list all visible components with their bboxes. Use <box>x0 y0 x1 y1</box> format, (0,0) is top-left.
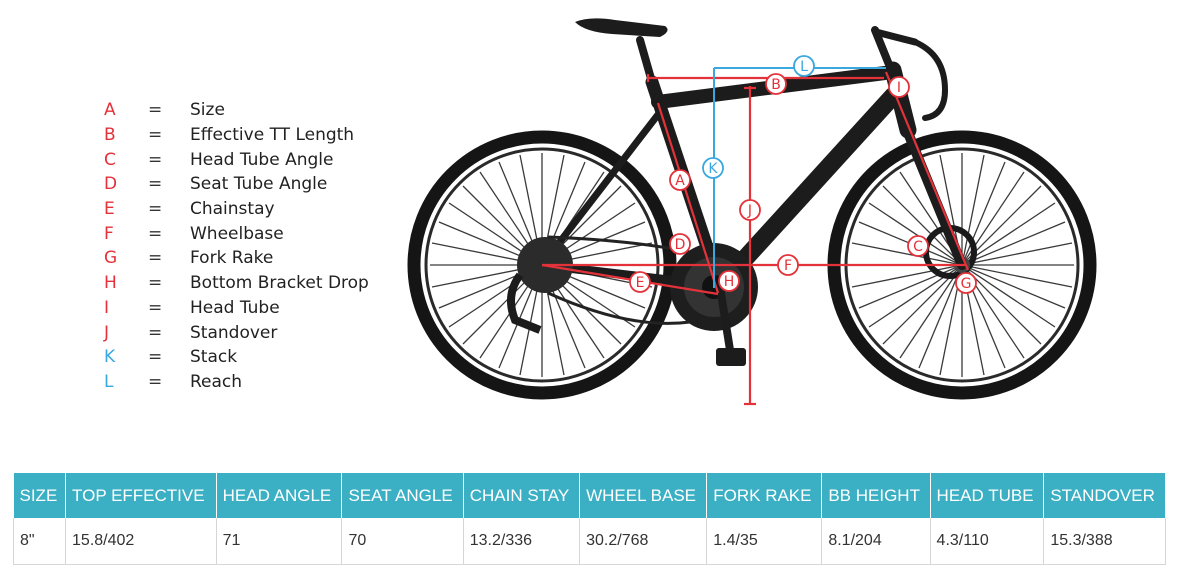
geometry-legend: A = Size B = Effective TT Length C = Head Tube… <box>100 98 369 394</box>
bike-geometry-illustration: A B C D E F G H I J K L <box>407 18 1097 406</box>
svg-text:D: D <box>675 237 686 253</box>
geometry-markers: A B C D E F G H I J K L <box>629 55 977 294</box>
marker-a: A <box>669 169 691 191</box>
marker-l: L <box>793 55 815 77</box>
legend-description: Head Tube Angle <box>190 149 334 170</box>
legend-letter: F <box>104 223 114 244</box>
legend-equals: = <box>148 347 163 368</box>
legend-row: E = Chainstay <box>100 197 369 222</box>
legend-letter: E <box>104 199 115 220</box>
svg-text:G: G <box>961 276 972 292</box>
legend-equals: = <box>148 223 163 244</box>
col-header-head-angle: HEAD ANGLE <box>216 473 343 518</box>
legend-row: C = Head Tube Angle <box>100 147 369 172</box>
legend-description: Wheelbase <box>190 223 284 244</box>
cell-head-tube: 4.3/110 <box>930 518 1045 565</box>
cell-standover: 15.3/388 <box>1043 518 1166 565</box>
col-header-chain-stay: CHAIN STAY <box>463 473 581 518</box>
saddle <box>575 18 668 37</box>
geometry-table: SIZE TOP EFFECTIVE HEAD ANGLE SEAT ANGLE… <box>12 473 1166 565</box>
legend-letter: J <box>104 322 110 343</box>
legend-equals: = <box>148 125 163 146</box>
cell-bb-height: 8.1/204 <box>821 518 931 565</box>
svg-text:L: L <box>800 59 808 75</box>
svg-text:H: H <box>724 274 735 290</box>
legend-equals: = <box>148 100 163 121</box>
svg-text:C: C <box>913 239 923 255</box>
marker-b: B <box>765 73 787 95</box>
cell-size: 8" <box>12 518 67 565</box>
col-header-fork-rake: FORK RAKE <box>706 473 823 518</box>
legend-equals: = <box>148 371 163 392</box>
marker-c: C <box>907 235 929 257</box>
legend-letter: K <box>104 347 116 368</box>
legend-letter: D <box>104 174 118 195</box>
col-header-seat-angle: SEAT ANGLE <box>341 473 464 518</box>
legend-row: A = Size <box>100 98 369 123</box>
cell-head-angle: 71 <box>216 518 343 565</box>
legend-letter: I <box>104 297 110 318</box>
svg-text:K: K <box>708 161 718 177</box>
legend-description: Standover <box>190 322 278 343</box>
legend-equals: = <box>148 322 163 343</box>
legend-equals: = <box>148 273 163 294</box>
cell-wheel-base: 30.2/768 <box>579 518 708 565</box>
marker-e: E <box>629 271 651 293</box>
svg-text:A: A <box>675 173 685 189</box>
col-header-bb-height: BB HEIGHT <box>821 473 931 518</box>
legend-equals: = <box>148 248 163 269</box>
cell-top-effective: 15.8/402 <box>65 518 217 565</box>
svg-text:F: F <box>784 258 792 274</box>
legend-row: J = Standover <box>100 320 369 345</box>
legend-letter: C <box>104 149 116 170</box>
legend-row: G = Fork Rake <box>100 246 369 271</box>
legend-description: Bottom Bracket Drop <box>190 273 369 294</box>
legend-description: Head Tube <box>190 297 280 318</box>
legend-description: Size <box>190 100 225 121</box>
legend-description: Chainstay <box>190 199 275 220</box>
legend-description: Reach <box>190 371 243 392</box>
legend-row: H = Bottom Bracket Drop <box>100 271 369 296</box>
cell-chain-stay: 13.2/336 <box>463 518 581 565</box>
legend-row: B = Effective TT Length <box>100 123 369 148</box>
legend-letter: A <box>104 100 116 121</box>
legend-equals: = <box>148 199 163 220</box>
legend-equals: = <box>148 149 163 170</box>
legend-row: L = Reach <box>100 370 369 395</box>
marker-g: G <box>955 272 977 294</box>
legend-description: Stack <box>190 347 238 368</box>
marker-k: K <box>702 157 724 179</box>
legend-letter: G <box>104 248 118 269</box>
legend-letter: B <box>104 125 116 146</box>
col-header-wheel-base: WHEEL BASE <box>579 473 708 518</box>
legend-letter: H <box>104 273 117 294</box>
marker-d: D <box>669 233 691 255</box>
svg-text:I: I <box>897 80 901 96</box>
legend-equals: = <box>148 174 163 195</box>
legend-row: K = Stack <box>100 345 369 370</box>
table-header-row: SIZE TOP EFFECTIVE HEAD ANGLE SEAT ANGLE… <box>13 473 1166 518</box>
marker-j: J <box>739 199 761 221</box>
legend-row: I = Head Tube <box>100 296 369 321</box>
col-header-standover: STANDOVER <box>1043 473 1166 518</box>
legend-description: Effective TT Length <box>190 125 355 146</box>
legend-equals: = <box>148 297 163 318</box>
table-row: 8" 15.8/402 71 70 13.2/336 30.2/768 1.4/… <box>12 518 1166 565</box>
legend-row: F = Wheelbase <box>100 221 369 246</box>
marker-h: H <box>718 270 740 292</box>
legend-description: Seat Tube Angle <box>190 174 328 195</box>
legend-description: Fork Rake <box>190 248 274 269</box>
svg-text:E: E <box>636 275 645 291</box>
marker-i: I <box>888 76 910 98</box>
legend-row: D = Seat Tube Angle <box>100 172 369 197</box>
legend-letter: L <box>104 371 114 392</box>
col-header-size: SIZE <box>13 473 67 518</box>
cell-fork-rake: 1.4/35 <box>706 518 823 565</box>
col-header-top-effective: TOP EFFECTIVE <box>65 473 217 518</box>
col-header-head-tube: HEAD TUBE <box>930 473 1045 518</box>
cell-seat-angle: 70 <box>341 518 464 565</box>
marker-f: F <box>777 254 799 276</box>
svg-text:J: J <box>747 203 752 219</box>
svg-text:B: B <box>771 77 781 93</box>
